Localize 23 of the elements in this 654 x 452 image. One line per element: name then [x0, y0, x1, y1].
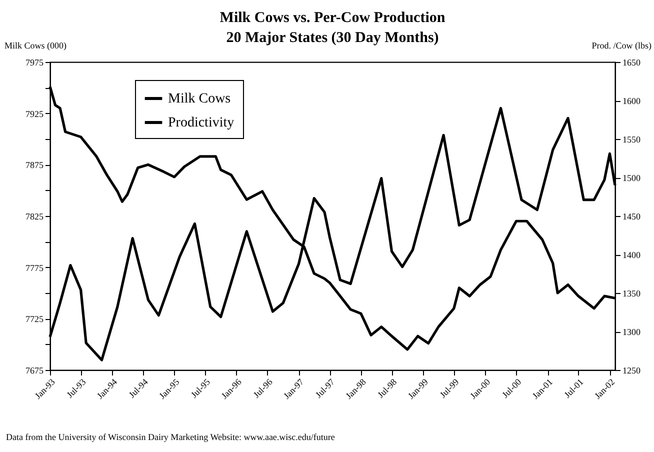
y2-tick-label: 1400 [622, 250, 641, 260]
y2-tick-label: 1350 [622, 288, 641, 298]
y2-axis-title: Prod. /Cow (lbs) [592, 40, 652, 50]
y-tick-label: 7875 [26, 160, 44, 170]
y-tick-label: 7975 [26, 58, 44, 68]
y-axis-title: Milk Cows (000) [4, 40, 67, 50]
y-tick-label: 7775 [26, 262, 44, 273]
chart-title: Milk Cows vs. Per-Cow Production [220, 10, 446, 26]
y-tick-label: 7925 [26, 108, 44, 119]
y2-tick-label: 1650 [622, 58, 641, 68]
y-tick-label: 7725 [26, 314, 44, 324]
y2-tick-label: 1500 [622, 173, 641, 183]
y-tick-label: 7825 [26, 212, 44, 222]
y2-tick-label: 1250 [622, 366, 641, 376]
y2-tick-label: 1600 [622, 96, 641, 106]
chart-subtitle: 20 Major States (30 Day Months) [226, 30, 439, 46]
y-tick-label: 7675 [26, 366, 44, 376]
y2-tick-label: 1300 [622, 327, 641, 337]
legend-label: Prodictivity [168, 116, 234, 130]
y2-tick-label: 1550 [622, 134, 641, 144]
text: Data from the University of Wisconsin Dairy Marketing Website: www.aae.wisc.edu/future [6, 432, 335, 442]
legend-label: Milk Cows [168, 92, 231, 106]
y2-tick-label: 1450 [622, 212, 641, 222]
